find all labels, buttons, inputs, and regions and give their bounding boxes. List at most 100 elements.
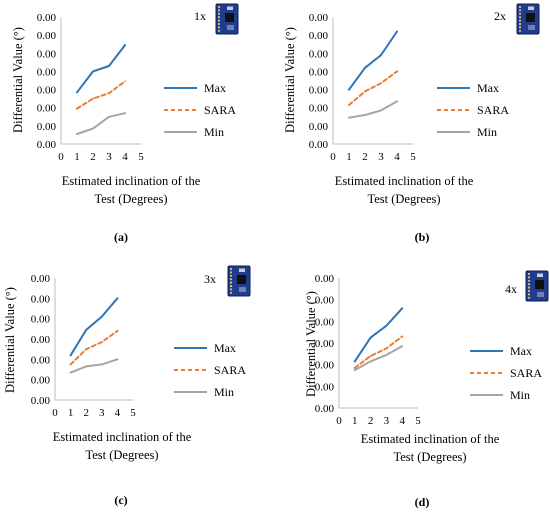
- data-point: [385, 347, 388, 350]
- series-line-max: [76, 44, 126, 94]
- x-tick-label: 4: [122, 151, 128, 163]
- x-axis-title-line: Test (Degrees): [94, 192, 167, 206]
- board-component: [227, 6, 233, 10]
- series-line-max: [69, 297, 119, 357]
- y-tick-label: 0.00: [315, 360, 335, 372]
- board-chip: [526, 13, 535, 22]
- panel-caption: (d): [415, 495, 430, 509]
- y-tick-label: 0.00: [31, 375, 51, 387]
- data-point: [85, 365, 88, 368]
- y-tick-label: 0.00: [309, 139, 329, 151]
- board-pin: [229, 284, 233, 288]
- x-tick-label: 3: [384, 415, 390, 427]
- chart-panel: 0.000.000.000.000.000.000.000 1 2 3 4 5Differ…: [304, 270, 549, 509]
- x-axis-title-line: Test (Degrees): [367, 192, 440, 206]
- board-component: [239, 268, 245, 272]
- board-component: [537, 292, 544, 297]
- data-point: [364, 114, 366, 116]
- data-point: [369, 360, 372, 363]
- data-point: [108, 65, 110, 67]
- multiplier-label: 1x: [194, 9, 206, 23]
- y-tick-label: 0.00: [31, 293, 51, 305]
- chart-panel: 0.000.000.000.000.000.000.000.000 1 2 3 4 5Di…: [11, 3, 239, 244]
- data-point: [353, 360, 356, 363]
- board-pin: [217, 26, 221, 29]
- circuit-board-icon: [215, 3, 239, 35]
- series-line-max: [348, 30, 398, 91]
- series-line-min: [69, 358, 119, 374]
- board-pin: [229, 278, 233, 281]
- y-tick-label: 0.00: [37, 85, 57, 97]
- x-tick-label: 4: [394, 151, 400, 163]
- x-tick-label: 4: [399, 415, 405, 427]
- board-pin: [518, 19, 522, 22]
- y-tick-label: 0.00: [37, 121, 57, 133]
- x-tick-label: 0: [52, 407, 58, 419]
- x-tick-label: 2: [90, 151, 96, 163]
- y-tick-label: 0.00: [31, 334, 51, 346]
- data-point: [401, 335, 404, 338]
- x-tick-label: 4: [115, 407, 121, 419]
- data-point: [401, 307, 404, 310]
- series-line-sara: [76, 80, 126, 110]
- x-axis-title-line: Estimated inclination of the: [361, 432, 500, 446]
- data-point: [353, 367, 356, 369]
- board-pin: [527, 289, 531, 293]
- x-tick-label: 3: [378, 151, 384, 163]
- data-point: [69, 371, 72, 374]
- x-tick-label: 5: [415, 415, 421, 427]
- y-tick-label: 0.00: [315, 381, 335, 393]
- multiplier-label: 3x: [204, 272, 216, 286]
- board-chip: [225, 13, 234, 22]
- board-pin: [229, 271, 233, 274]
- series-line-min: [76, 112, 126, 135]
- multiplier-label: 2x: [494, 9, 506, 23]
- board-pin: [217, 22, 221, 26]
- board-pin: [217, 19, 221, 22]
- data-point: [108, 115, 110, 118]
- y-tick-label: 0.00: [309, 30, 329, 42]
- board-pin: [229, 281, 233, 284]
- legend-label: SARA: [204, 103, 236, 117]
- y-tick-label: 0.00: [37, 48, 57, 60]
- y-tick-label: 0.00: [37, 103, 57, 115]
- x-tick-label: 3: [106, 151, 112, 163]
- board-pin: [527, 283, 531, 286]
- data-point: [380, 109, 382, 112]
- data-point: [348, 116, 350, 119]
- y-tick-label: 0.00: [31, 354, 51, 366]
- board-pin: [518, 22, 522, 26]
- board-pin: [527, 293, 531, 296]
- board-pin: [217, 5, 221, 9]
- data-point: [116, 297, 119, 300]
- y-axis-title: Differential Value (°): [283, 27, 297, 133]
- board-pin: [217, 16, 221, 19]
- data-point: [380, 82, 382, 85]
- legend-label: Max: [510, 344, 532, 358]
- y-tick-label: 0.00: [315, 403, 335, 415]
- board-component: [227, 25, 234, 30]
- board-pin: [229, 274, 233, 277]
- data-point: [385, 354, 388, 356]
- legend-label: SARA: [477, 103, 509, 117]
- data-point: [369, 355, 372, 357]
- x-tick-label: 5: [410, 151, 416, 163]
- y-tick-label: 0.00: [37, 139, 57, 151]
- board-component: [537, 273, 543, 277]
- data-point: [69, 354, 72, 357]
- y-tick-label: 0.00: [309, 12, 329, 24]
- x-tick-label: 2: [83, 407, 89, 419]
- board-component: [528, 6, 534, 10]
- y-tick-label: 0.00: [315, 338, 335, 350]
- series-line-sara: [353, 335, 404, 369]
- chart-panel: 0.000.000.000.000.000.000.000 1 2 3 4 5Differ…: [3, 265, 251, 507]
- x-tick-label: 3: [99, 407, 105, 419]
- legend-label: Min: [204, 125, 224, 139]
- board-pin: [527, 279, 531, 282]
- y-tick-label: 0.00: [37, 30, 57, 42]
- legend-label: Min: [477, 125, 497, 139]
- x-tick-label: 1: [346, 151, 352, 163]
- board-pin: [217, 9, 221, 12]
- series-line-sara: [69, 329, 119, 366]
- y-tick-label: 0.00: [309, 66, 329, 78]
